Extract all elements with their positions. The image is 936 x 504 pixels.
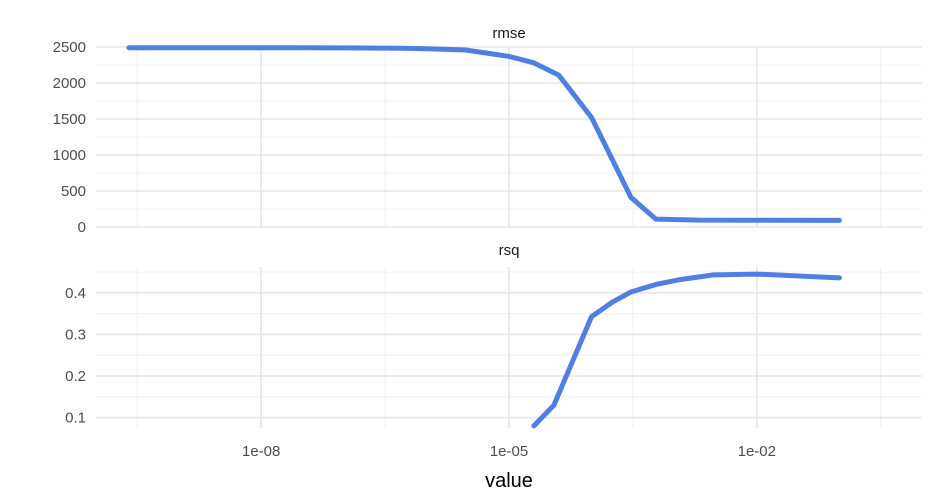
- rsq-y-tick-label: 0.3: [65, 326, 86, 343]
- rsq-gridlines: [96, 267, 922, 428]
- rmse-y-tick-label: 1000: [53, 147, 86, 164]
- rmse-gridlines: [96, 46, 922, 228]
- x-tick-label: 1e-05: [490, 443, 528, 460]
- rmse-panel: rmse 0 500 1000 1500 2000 2500: [53, 25, 922, 236]
- x-axis-title: value: [485, 470, 533, 492]
- rsq-y-tick-label: 0.2: [65, 368, 86, 385]
- rmse-y-tick-label: 500: [61, 183, 86, 200]
- x-tick-label: 1e-08: [242, 443, 280, 460]
- rmse-y-tick-labels: 0 500 1000 1500 2000 2500: [53, 39, 86, 236]
- rmse-series-line: [126, 45, 842, 223]
- rsq-panel-title: rsq: [499, 242, 520, 259]
- rsq-panel: rsq 0.1 0.2 0.3 0.4: [65, 242, 922, 429]
- x-tick-label: 1e-02: [738, 443, 776, 460]
- x-tick-labels: 1e-08 1e-05 1e-02: [242, 443, 776, 460]
- rsq-series-line: [531, 271, 842, 429]
- rmse-y-tick-label: 2500: [53, 39, 86, 56]
- rsq-y-tick-label: 0.4: [65, 285, 86, 302]
- rsq-y-tick-labels: 0.1 0.2 0.3 0.4: [65, 285, 86, 427]
- rmse-y-tick-label: 2000: [53, 75, 86, 92]
- rmse-panel-title: rmse: [492, 25, 525, 42]
- rmse-y-tick-label: 0: [78, 219, 86, 236]
- rsq-y-tick-label: 0.1: [65, 410, 86, 427]
- rmse-y-tick-label: 1500: [53, 111, 86, 128]
